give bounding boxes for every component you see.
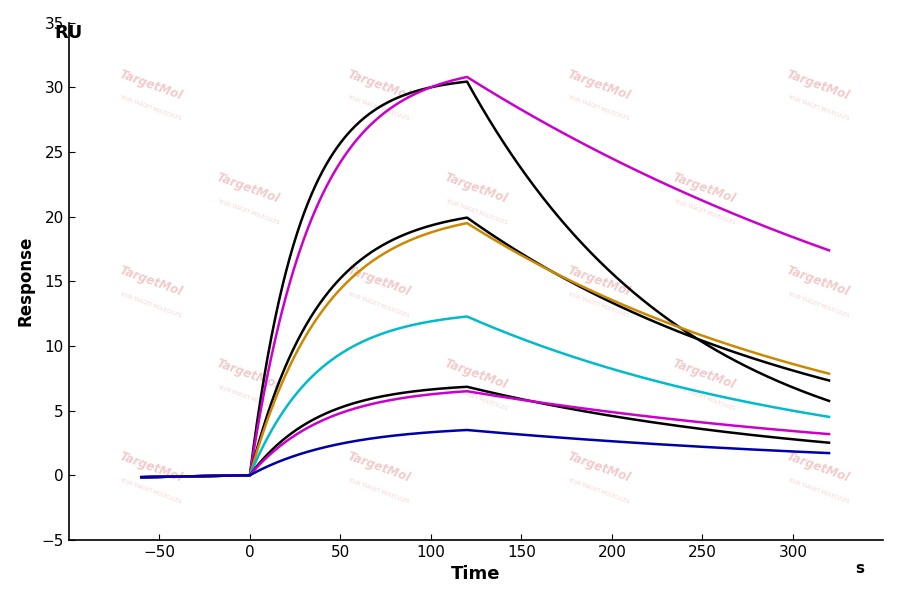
Text: YOUR TARGET MOLECULES: YOUR TARGET MOLECULES [567,291,630,318]
Text: TargetMol: TargetMol [345,67,411,102]
Text: TargetMol: TargetMol [117,450,184,485]
Text: YOUR TARGET MOLECULES: YOUR TARGET MOLECULES [787,291,850,318]
Text: YOUR TARGET MOLECULES: YOUR TARGET MOLECULES [672,198,735,225]
Text: s: s [855,561,864,576]
Text: TargetMol: TargetMol [443,171,509,206]
X-axis label: Time: Time [451,565,500,583]
Text: YOUR TARGET MOLECULES: YOUR TARGET MOLECULES [346,94,410,122]
Text: YOUR TARGET MOLECULES: YOUR TARGET MOLECULES [567,477,630,505]
Text: TargetMol: TargetMol [785,67,851,102]
Text: YOUR TARGET MOLECULES: YOUR TARGET MOLECULES [672,384,735,411]
Text: YOUR TARGET MOLECULES: YOUR TARGET MOLECULES [119,291,182,318]
Text: YOUR TARGET MOLECULES: YOUR TARGET MOLECULES [346,291,410,318]
Text: YOUR TARGET MOLECULES: YOUR TARGET MOLECULES [445,198,508,225]
Text: TargetMol: TargetMol [670,357,737,392]
Text: TargetMol: TargetMol [345,264,411,299]
Text: YOUR TARGET MOLECULES: YOUR TARGET MOLECULES [217,384,280,411]
Text: RU: RU [54,24,82,42]
Text: YOUR TARGET MOLECULES: YOUR TARGET MOLECULES [346,477,410,505]
Text: TargetMol: TargetMol [565,450,632,485]
Text: TargetMol: TargetMol [215,357,282,392]
Text: YOUR TARGET MOLECULES: YOUR TARGET MOLECULES [787,94,850,122]
Text: YOUR TARGET MOLECULES: YOUR TARGET MOLECULES [445,384,508,411]
Text: YOUR TARGET MOLECULES: YOUR TARGET MOLECULES [119,477,182,505]
Text: TargetMol: TargetMol [670,171,737,206]
Text: TargetMol: TargetMol [785,264,851,299]
Text: TargetMol: TargetMol [443,357,509,392]
Text: TargetMol: TargetMol [565,264,632,299]
Text: TargetMol: TargetMol [215,171,282,206]
Text: TargetMol: TargetMol [117,264,184,299]
Text: TargetMol: TargetMol [345,450,411,485]
Text: YOUR TARGET MOLECULES: YOUR TARGET MOLECULES [217,198,280,225]
Text: YOUR TARGET MOLECULES: YOUR TARGET MOLECULES [119,94,182,122]
Text: TargetMol: TargetMol [565,67,632,102]
Text: TargetMol: TargetMol [117,67,184,102]
Y-axis label: Response: Response [17,236,35,326]
Text: TargetMol: TargetMol [785,450,851,485]
Text: YOUR TARGET MOLECULES: YOUR TARGET MOLECULES [787,477,850,505]
Text: YOUR TARGET MOLECULES: YOUR TARGET MOLECULES [567,94,630,122]
